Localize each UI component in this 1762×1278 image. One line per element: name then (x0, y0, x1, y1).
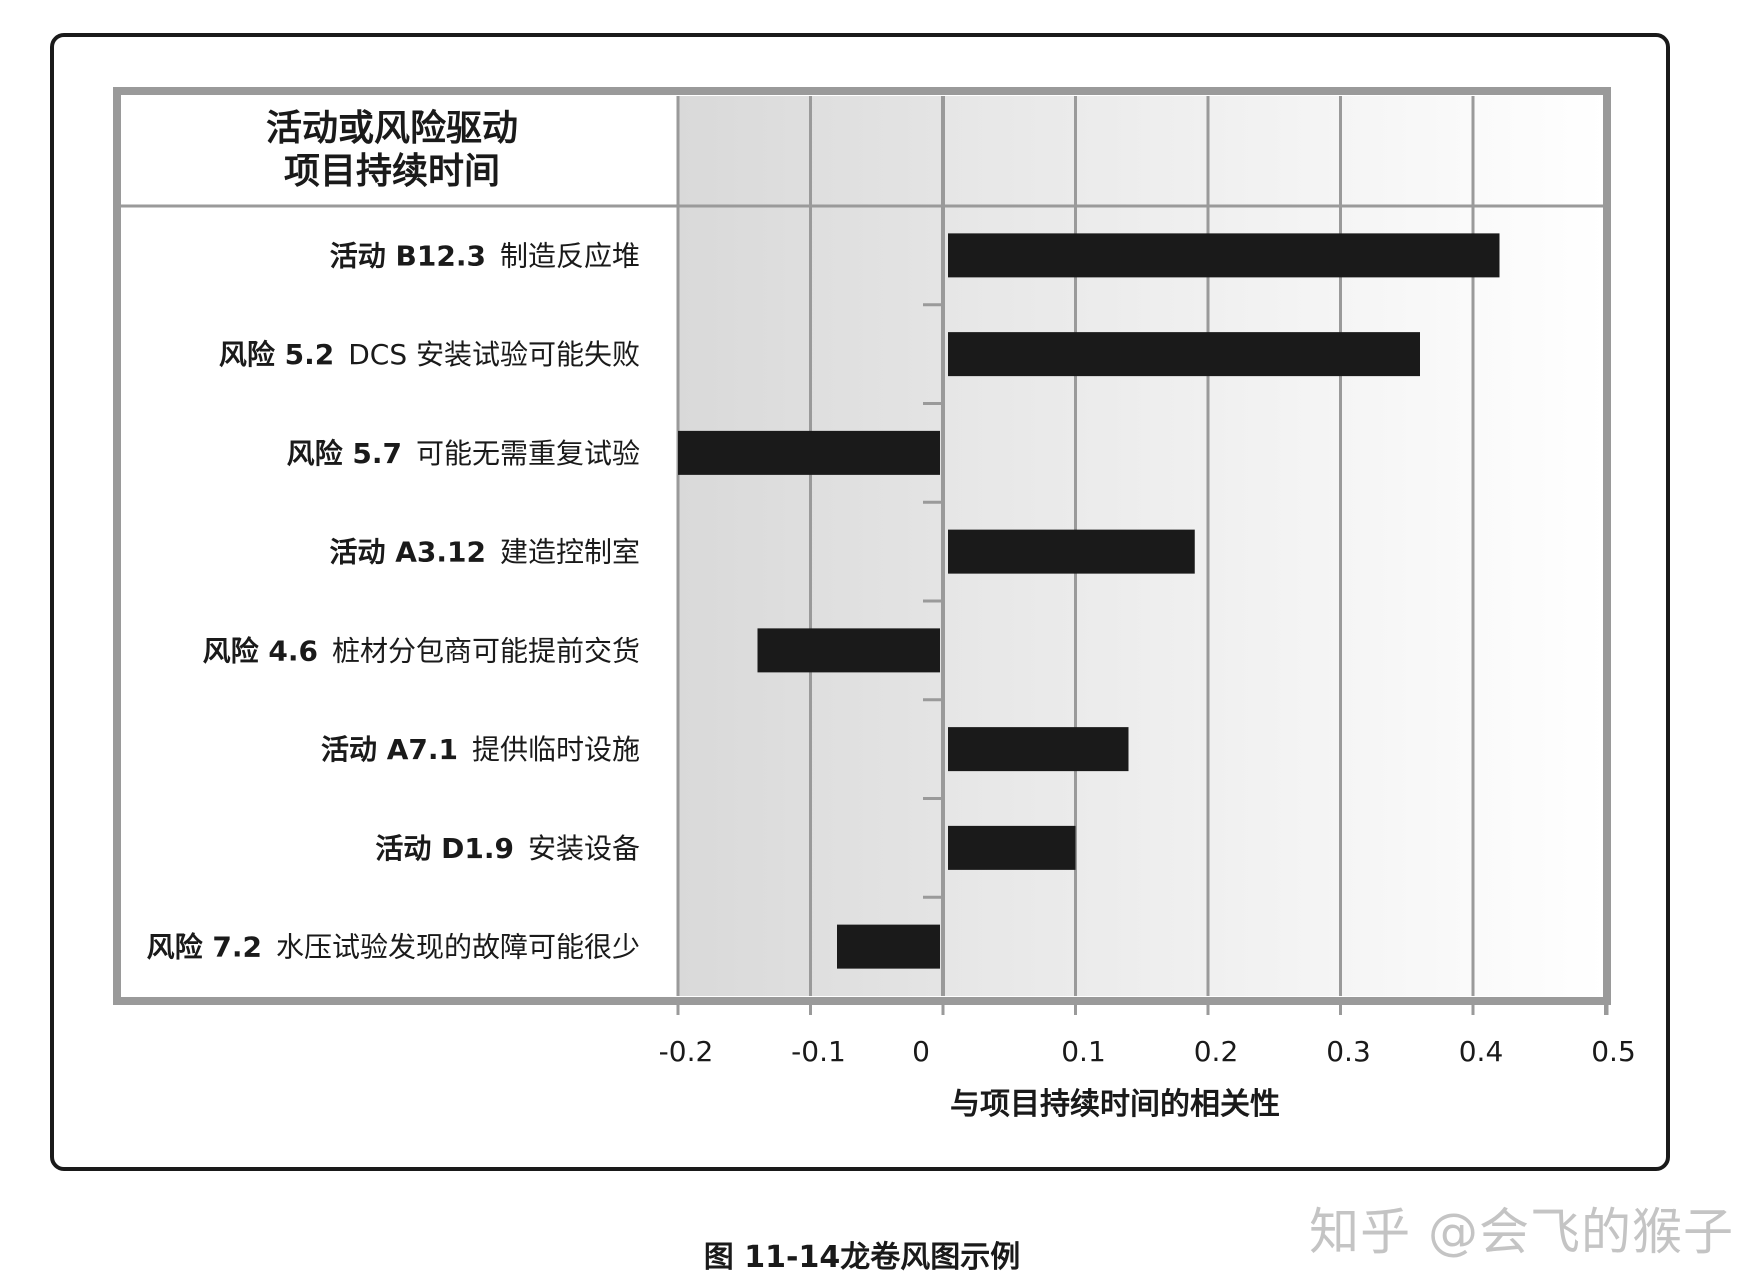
bar (757, 628, 940, 673)
x-tick-label: 0.1 (1061, 1035, 1106, 1068)
category-desc: 可能无需重复试验 (416, 437, 640, 470)
x-tick-label: 0.3 (1326, 1035, 1371, 1068)
category-label: 风险 5.2 DCS 安装试验可能失败 (219, 338, 640, 371)
category-code: 风险 4.6 (203, 634, 318, 667)
category-code: 活动 A7.1 (321, 733, 458, 766)
category-desc: 安装设备 (528, 832, 640, 865)
chart-title-line: 项目持续时间 (284, 151, 500, 192)
plot-border (113, 87, 1611, 1005)
category-desc: 桩材分包商可能提前交货 (332, 634, 640, 667)
category-desc: DCS 安装试验可能失败 (348, 338, 640, 371)
category-label: 风险 7.2 水压试验发现的故障可能很少 (147, 931, 640, 964)
category-label: 风险 5.7 可能无需重复试验 (287, 437, 640, 470)
x-tick-label: 0 (912, 1035, 930, 1068)
category-label: 风险 4.6 桩材分包商可能提前交货 (203, 634, 640, 667)
x-tick-label: 0.5 (1591, 1035, 1636, 1068)
bar (948, 727, 1129, 772)
x-axis-label: 与项目持续时间的相关性 (950, 1087, 1280, 1122)
category-desc: 提供临时设施 (472, 733, 640, 766)
category-label: 活动 B12.3 制造反应堆 (330, 239, 640, 272)
bar (678, 430, 940, 475)
chart-title-line: 活动或风险驱动 (266, 108, 518, 149)
bar (837, 924, 940, 969)
x-tick-label: 0.2 (1194, 1035, 1239, 1068)
category-desc: 制造反应堆 (500, 239, 640, 272)
bar (948, 825, 1076, 870)
bar (948, 332, 1420, 377)
category-code: 活动 D1.9 (375, 832, 514, 865)
category-code: 风险 5.2 (219, 338, 334, 371)
category-label: 活动 A7.1 提供临时设施 (321, 733, 640, 766)
category-code: 活动 B12.3 (330, 239, 486, 272)
figure-caption: 图 11-14龙卷风图示例 (703, 1240, 1021, 1275)
bar (948, 233, 1500, 278)
figure-frame (50, 33, 1670, 1171)
category-desc: 水压试验发现的故障可能很少 (276, 931, 640, 964)
category-code: 活动 A3.12 (329, 536, 486, 569)
category-code: 风险 5.7 (287, 437, 402, 470)
category-code: 风险 7.2 (147, 931, 262, 964)
watermark: 知乎 @会飞的猴子 (1309, 1203, 1734, 1261)
category-label: 活动 D1.9 安装设备 (375, 832, 640, 865)
x-tick-label: 0.4 (1459, 1035, 1504, 1068)
category-desc: 建造控制室 (500, 536, 640, 569)
category-label: 活动 A3.12 建造控制室 (329, 536, 640, 569)
bar (948, 529, 1195, 574)
x-tick-label: -0.2 (659, 1035, 714, 1068)
x-tick-label: -0.1 (791, 1035, 846, 1068)
